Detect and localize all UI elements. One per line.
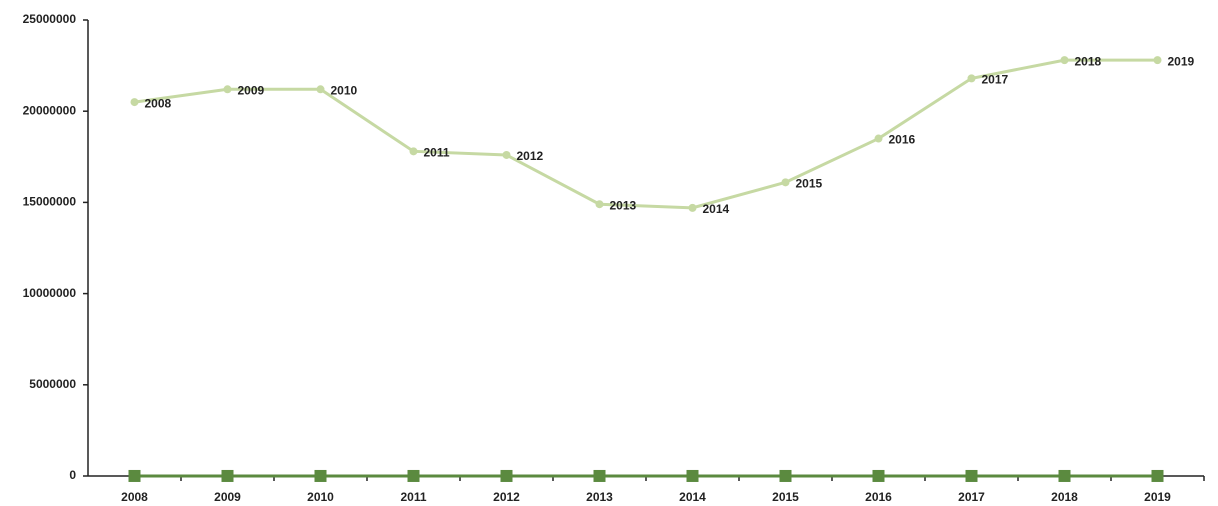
y-tick-label: 20000000 (23, 103, 77, 117)
x-tick-label: 2019 (1144, 490, 1171, 504)
y-tick-label: 0 (69, 468, 76, 482)
data-label: 2014 (703, 202, 730, 216)
point-marker (595, 200, 604, 209)
point-marker (221, 469, 234, 482)
x-tick-label: 2013 (586, 490, 613, 504)
x-tick-label: 2008 (121, 490, 148, 504)
data-label: 2008 (145, 96, 172, 110)
point-marker (1151, 469, 1164, 482)
point-marker (130, 98, 139, 107)
point-marker (781, 178, 790, 187)
point-marker (965, 469, 978, 482)
data-label: 2013 (610, 198, 637, 212)
data-label: 2012 (517, 149, 544, 163)
x-tick-label: 2015 (772, 490, 799, 504)
point-marker (407, 469, 420, 482)
point-marker (314, 469, 327, 482)
x-tick-label: 2009 (214, 490, 241, 504)
point-marker (967, 74, 976, 83)
point-marker (688, 203, 697, 212)
point-marker (1153, 56, 1162, 65)
point-marker (593, 469, 606, 482)
x-tick-label: 2014 (679, 490, 706, 504)
data-label: 2009 (238, 83, 265, 97)
y-tick-label: 5000000 (29, 377, 76, 391)
y-tick-label: 15000000 (23, 195, 77, 209)
data-label: 2015 (796, 177, 823, 191)
point-marker (409, 147, 418, 156)
data-label: 2019 (1168, 54, 1195, 68)
x-tick-label: 2017 (958, 490, 985, 504)
data-label: 2011 (424, 145, 450, 159)
series-line (134, 58, 1158, 210)
point-marker (316, 85, 325, 94)
y-tick-label: 10000000 (23, 286, 77, 300)
x-tick-label: 2018 (1051, 490, 1078, 504)
data-label: 2018 (1075, 54, 1102, 68)
x-tick-label: 2012 (493, 490, 520, 504)
point-marker (223, 85, 232, 94)
x-tick-label: 2011 (400, 490, 426, 504)
point-marker (1058, 469, 1071, 482)
data-label: 2010 (331, 83, 358, 97)
point-marker (686, 469, 699, 482)
y-tick-label: 25000000 (23, 12, 77, 26)
point-marker (128, 469, 141, 482)
data-label: 2016 (889, 133, 916, 147)
point-marker (874, 134, 883, 143)
point-marker (872, 469, 885, 482)
point-marker (1060, 56, 1069, 65)
point-marker (502, 150, 511, 159)
point-marker (500, 469, 513, 482)
x-tick-label: 2016 (865, 490, 892, 504)
data-label: 2017 (982, 73, 1009, 87)
x-tick-label: 2010 (307, 490, 334, 504)
point-marker (779, 469, 792, 482)
